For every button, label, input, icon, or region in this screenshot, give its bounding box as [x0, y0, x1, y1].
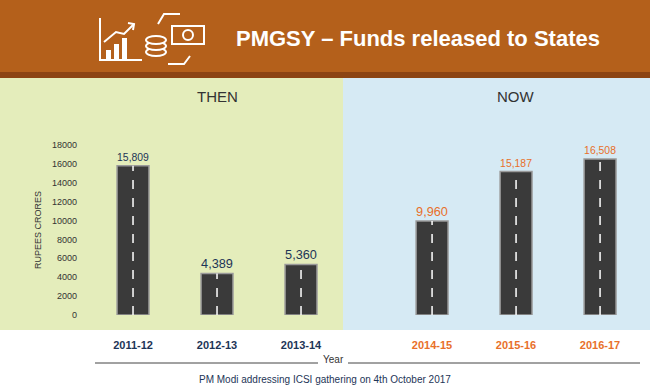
svg-text:THEN: THEN	[197, 88, 238, 105]
svg-text:16000: 16000	[52, 159, 77, 169]
svg-text:14000: 14000	[52, 178, 77, 188]
svg-text:2014-15: 2014-15	[412, 339, 452, 351]
svg-text:2000: 2000	[57, 291, 77, 301]
svg-text:2015-16: 2015-16	[496, 339, 536, 351]
svg-text:2012-13: 2012-13	[197, 339, 237, 351]
svg-text:PM Modi addressing ICSI gather: PM Modi addressing ICSI gathering on 4th…	[199, 374, 451, 385]
svg-text:2011-12: 2011-12	[113, 339, 153, 351]
svg-text:18000: 18000	[52, 140, 77, 150]
svg-text:6000: 6000	[57, 253, 77, 263]
svg-text:15,187: 15,187	[500, 158, 532, 169]
svg-text:16,508: 16,508	[584, 145, 616, 156]
svg-text:RUPEES CRORES: RUPEES CRORES	[33, 191, 43, 269]
svg-text:0: 0	[72, 310, 77, 320]
svg-text:9,960: 9,960	[416, 204, 448, 219]
svg-text:PMGSY – Funds released to Stat: PMGSY – Funds released to States	[236, 26, 600, 51]
svg-text:12000: 12000	[52, 197, 77, 207]
svg-text:8000: 8000	[57, 235, 77, 245]
svg-text:4,389: 4,389	[201, 256, 233, 271]
svg-text:Year: Year	[323, 354, 344, 365]
svg-text:4000: 4000	[57, 272, 77, 282]
svg-text:2016-17: 2016-17	[580, 339, 620, 351]
svg-text:15,809: 15,809	[117, 152, 149, 163]
svg-text:5,360: 5,360	[285, 247, 317, 262]
svg-text:10000: 10000	[52, 216, 77, 226]
svg-text:2013-14: 2013-14	[281, 339, 322, 351]
svg-text:NOW: NOW	[497, 88, 535, 105]
